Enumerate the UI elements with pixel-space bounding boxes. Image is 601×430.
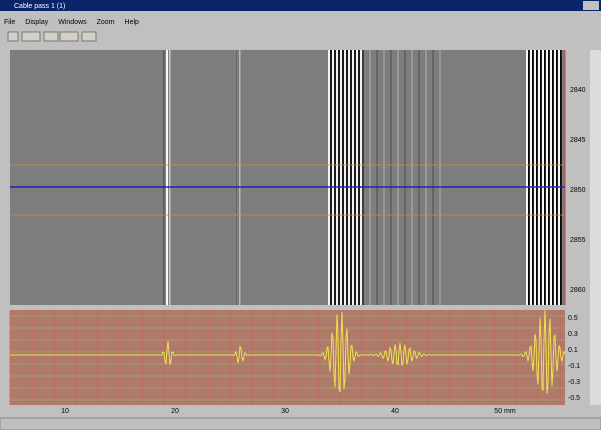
y-tick-label: 0.1 <box>568 347 578 354</box>
stripe <box>383 50 385 305</box>
toolbar <box>8 32 96 41</box>
y-tick-label: 2840 <box>570 87 586 94</box>
stripe <box>346 50 348 305</box>
stripe <box>369 50 371 305</box>
y-tick-label: -0.1 <box>568 363 580 370</box>
y-tick-label: -0.5 <box>568 395 580 402</box>
stripe <box>546 50 548 305</box>
tool-button[interactable] <box>44 32 58 41</box>
stripe <box>350 50 352 305</box>
x-tick-label: 10 <box>61 408 69 415</box>
y-tick-label: 2860 <box>570 287 586 294</box>
app-window: Cable pass 1 (1) File Display Windows Zoom H… <box>0 0 601 430</box>
menu-item[interactable]: Help <box>125 19 140 26</box>
x-tick-label: 30 <box>281 408 289 415</box>
stripe <box>344 50 346 305</box>
stripe <box>548 50 550 305</box>
stripe <box>376 50 378 305</box>
y-tick-label: 0.5 <box>568 315 578 322</box>
tool-button[interactable] <box>22 32 40 41</box>
stripe <box>338 50 340 305</box>
stripe <box>356 50 358 305</box>
tool-button[interactable] <box>60 32 78 41</box>
status-bar <box>0 418 601 430</box>
scrollbar[interactable] <box>590 50 601 405</box>
stripe <box>432 50 434 305</box>
stripe <box>411 50 413 305</box>
stripe <box>236 50 237 305</box>
y-tick-label: 2845 <box>570 137 586 144</box>
stripe <box>538 50 540 305</box>
trace-panel <box>10 310 565 405</box>
window-title: Cable pass 1 (1) <box>14 3 65 10</box>
screen: Cable pass 1 (1) File Display Windows Zoom H… <box>0 0 601 430</box>
stripe <box>418 50 420 305</box>
stripe <box>354 50 356 305</box>
stripe <box>554 50 556 305</box>
window-buttons[interactable] <box>583 1 599 10</box>
stripe <box>560 50 562 305</box>
stripe <box>360 50 362 305</box>
stripe <box>163 50 165 305</box>
stripe <box>532 50 534 305</box>
stripe <box>526 50 528 305</box>
x-tick-label: 40 <box>391 408 399 415</box>
y-tick-label: 0.3 <box>568 331 578 338</box>
stripe <box>362 50 364 305</box>
y-tick-label: 2855 <box>570 237 586 244</box>
stripe <box>358 50 360 305</box>
stripe <box>530 50 532 305</box>
stripe <box>390 50 392 305</box>
stripe <box>352 50 354 305</box>
y-tick-label: -0.3 <box>568 379 580 386</box>
stripe <box>169 50 171 305</box>
stripe <box>330 50 332 305</box>
stripe <box>536 50 538 305</box>
stripe <box>342 50 344 305</box>
stripe <box>336 50 338 305</box>
tool-button[interactable] <box>8 32 18 41</box>
stripe <box>556 50 558 305</box>
stripe <box>397 50 399 305</box>
stripe <box>550 50 552 305</box>
menu-item[interactable]: Windows <box>58 19 87 26</box>
stripe <box>239 50 241 305</box>
stripe <box>439 50 441 305</box>
stripe <box>542 50 544 305</box>
tool-button[interactable] <box>82 32 96 41</box>
stripe <box>534 50 536 305</box>
stripe <box>528 50 530 305</box>
menu-item[interactable]: File <box>4 19 15 26</box>
stripe <box>348 50 350 305</box>
x-tick-label: 50 mm <box>494 408 516 415</box>
stripe <box>552 50 554 305</box>
stripe <box>340 50 342 305</box>
stripe <box>404 50 406 305</box>
stripe <box>166 50 168 305</box>
menu-item[interactable]: Zoom <box>97 19 115 26</box>
stripe <box>425 50 427 305</box>
stripe <box>328 50 330 305</box>
x-tick-label: 20 <box>171 408 179 415</box>
stripe <box>332 50 334 305</box>
y-tick-label: 2850 <box>570 187 586 194</box>
stripe <box>540 50 542 305</box>
image-panel <box>10 50 565 305</box>
stripe <box>544 50 546 305</box>
menu-bar: File Display Windows Zoom Help <box>4 19 139 26</box>
stripe <box>334 50 336 305</box>
title-bar <box>0 0 601 11</box>
stripe <box>558 50 560 305</box>
menu-item[interactable]: Display <box>25 19 48 26</box>
